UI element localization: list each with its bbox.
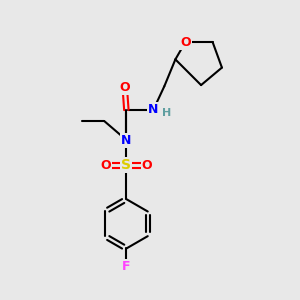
Text: S: S <box>122 158 131 172</box>
Text: O: O <box>100 159 111 172</box>
Text: F: F <box>122 260 130 273</box>
Text: N: N <box>121 134 132 146</box>
Text: H: H <box>162 108 171 118</box>
Text: O: O <box>119 81 130 94</box>
Text: O: O <box>142 159 152 172</box>
Text: N: N <box>148 103 158 116</box>
Text: O: O <box>180 35 191 49</box>
